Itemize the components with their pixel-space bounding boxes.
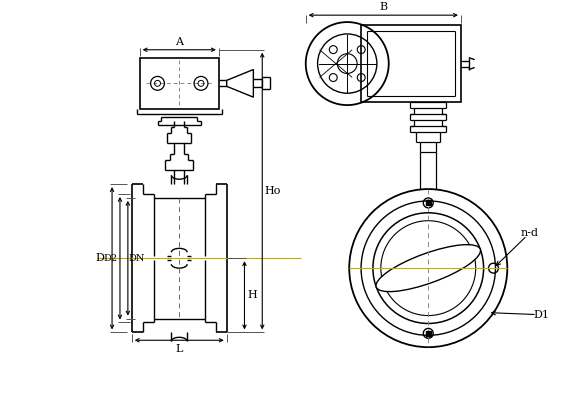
Ellipse shape xyxy=(376,245,480,291)
Bar xyxy=(139,58,219,109)
Text: Ho: Ho xyxy=(264,186,280,196)
Bar xyxy=(426,200,431,206)
Bar xyxy=(361,25,461,102)
Text: D2: D2 xyxy=(103,254,117,263)
Text: D: D xyxy=(96,253,105,263)
Text: L: L xyxy=(176,344,183,354)
Text: B: B xyxy=(379,2,387,12)
Bar xyxy=(426,331,431,336)
Text: A: A xyxy=(175,37,183,47)
Polygon shape xyxy=(227,70,253,97)
Text: H: H xyxy=(248,290,257,300)
Text: D1: D1 xyxy=(534,310,550,320)
Text: DN: DN xyxy=(129,254,145,263)
Text: n-d: n-d xyxy=(521,228,539,238)
